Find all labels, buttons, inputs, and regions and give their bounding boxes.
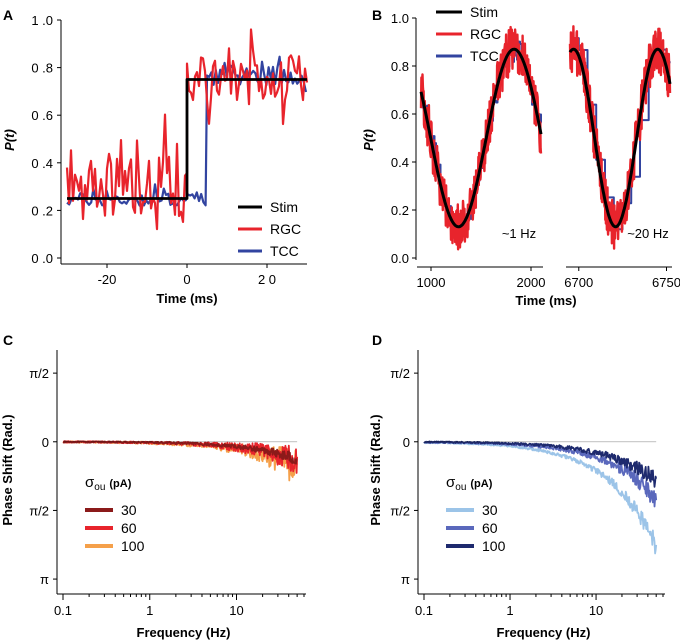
x-tick-label: 1 <box>146 603 153 618</box>
legend-title: σou (pA) <box>85 474 132 493</box>
legend-label: 60 <box>482 520 498 536</box>
rgc-trace-b <box>568 25 672 250</box>
y-tick-label-b: 0.8 <box>391 59 409 74</box>
legend-label-a: RGC <box>270 221 301 237</box>
y-tick-label-b: 0.0 <box>391 251 409 266</box>
x-tick-label: 10 <box>589 603 603 618</box>
legend-title-sigma: σ <box>446 474 456 491</box>
y-tick-label: π/2 <box>29 503 49 518</box>
panel-b-letter: B <box>372 7 382 23</box>
y-tick-label-a: 0 .8 <box>31 61 53 76</box>
legend-title-sub: ou <box>455 482 466 493</box>
y-tick-label-a: 0 .2 <box>31 203 53 218</box>
x-tick-label: 0.1 <box>415 603 433 618</box>
x-tick-label-a: -20 <box>98 272 117 287</box>
y-tick-label: π <box>401 572 410 587</box>
stim-trace-a <box>67 78 307 200</box>
panel-c-letter: C <box>3 332 13 348</box>
legend-label: 60 <box>121 520 137 536</box>
freq-annotation-b: ~20 Hz <box>627 226 669 241</box>
y-tick-label-a: 0 .6 <box>31 108 53 123</box>
legend-label-b: Stim <box>470 4 498 20</box>
legend-label: 30 <box>121 502 137 518</box>
legend-label: 100 <box>121 538 145 554</box>
x-axis-label: Frequency (Hz) <box>137 625 231 640</box>
panel-d: Dπ/2 0 π/2 π 0.1 1 10 Frequency (Hz) Phase Shift… <box>368 332 665 640</box>
x-tick-label-b: 1000 <box>417 275 446 290</box>
y-axis-label-a: P(t) <box>2 129 17 151</box>
stim-trace-b <box>568 47 672 229</box>
y-tick-label-b: 0.6 <box>391 107 409 122</box>
x-tick-label-b: 6750 <box>652 275 680 290</box>
x-axis-label-a: Time (ms) <box>156 291 217 306</box>
legend-label-a: Stim <box>270 199 298 215</box>
y-axis-label: Phase Shift (Rad.) <box>0 414 15 525</box>
x-tick-label-a: 2 0 <box>258 272 276 287</box>
legend-label: 100 <box>482 538 506 554</box>
x-axis-label-b: Time (ms) <box>515 293 576 308</box>
legend-title: σou (pA) <box>446 474 493 493</box>
freq-annotation-b: ~1 Hz <box>502 226 536 241</box>
phase-series <box>423 440 658 488</box>
y-axis-label: Phase Shift (Rad.) <box>368 414 383 525</box>
legend-title-sigma: σ <box>85 474 95 491</box>
stim-trace-b <box>419 47 543 229</box>
y-tick-label-a: 0 .4 <box>31 156 53 171</box>
x-tick-label: 10 <box>229 603 243 618</box>
x-tick-label: 0.1 <box>54 603 72 618</box>
x-tick-label: 1 <box>506 603 513 618</box>
legend-label-b: TCC <box>470 48 499 64</box>
y-tick-label: π/2 <box>29 366 49 381</box>
panel-a-letter: A <box>3 7 13 23</box>
legend-label-b: RGC <box>470 26 501 42</box>
y-tick-label-b: 0.2 <box>391 203 409 218</box>
panel-a: A 0 .0 0 .2 0 .4 0 .6 0 .8 1 .0 -20 0 2 0 Time (ms… <box>2 7 309 306</box>
y-tick-label: π <box>40 572 49 587</box>
phase-series <box>62 440 298 465</box>
x-tick-label-b: 6700 <box>564 275 593 290</box>
legend-title-sub: ou <box>94 482 105 493</box>
y-tick-label-b: 0.4 <box>391 155 409 170</box>
legend-label: 30 <box>482 502 498 518</box>
y-tick-label: π/2 <box>390 503 410 518</box>
y-axis-label-b: P(t) <box>361 129 376 151</box>
y-tick-label-b: 1.0 <box>391 11 409 26</box>
y-tick-label-a: 0 .0 <box>31 251 53 266</box>
y-tick-label-a: 1 .0 <box>31 13 53 28</box>
legend-title-unit: (pA) <box>470 478 492 490</box>
y-tick-label: 0 <box>403 435 410 450</box>
panel-c: Cπ/2 0 π/2 π 0.1 1 10 Frequency (Hz) Phase Shift… <box>0 332 306 640</box>
y-tick-label: π/2 <box>390 366 410 381</box>
x-axis-label: Frequency (Hz) <box>497 625 591 640</box>
x-tick-label-a: 0 <box>183 272 190 287</box>
legend-label-a: TCC <box>270 243 299 259</box>
legend-title-unit: (pA) <box>109 478 131 490</box>
y-tick-label: 0 <box>42 435 49 450</box>
x-tick-label-b: 2000 <box>517 275 546 290</box>
panel-b: B 0.0 0.2 0.4 0.6 0.8 1.0 P(t) Time (ms) 1000 2000… <box>361 4 680 308</box>
panel-d-letter: D <box>372 332 382 348</box>
